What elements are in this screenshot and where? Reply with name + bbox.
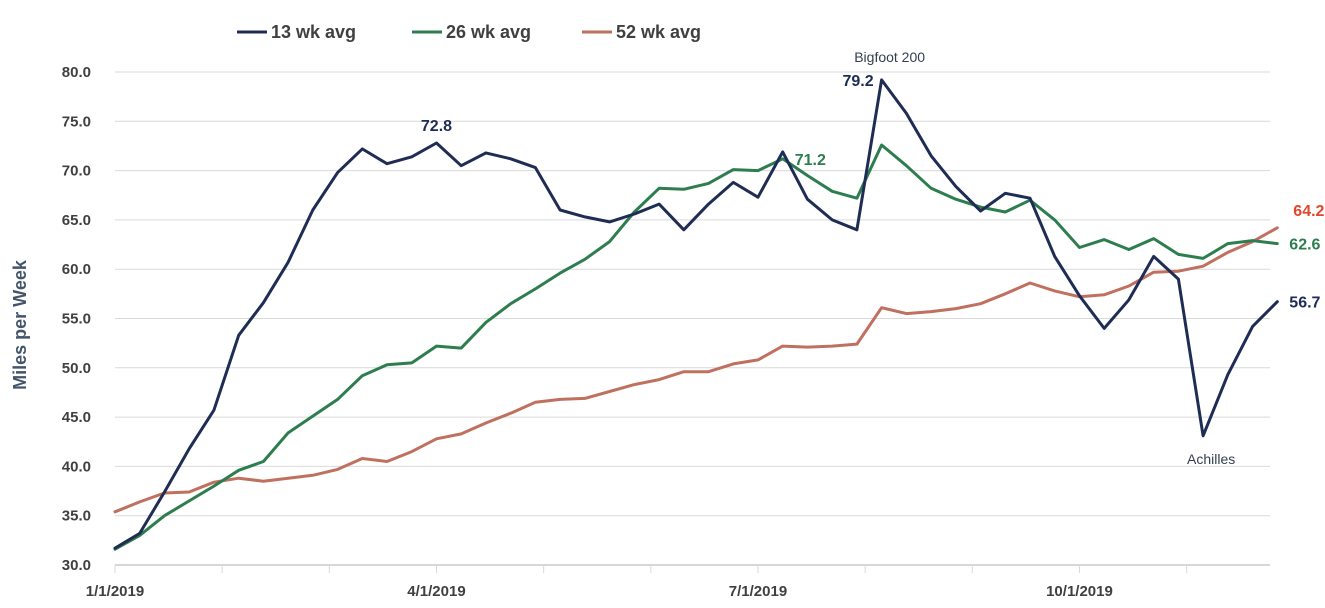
series-line-52-wk-avg (113, 226, 1279, 514)
annotation-label: Bigfoot 200 (854, 49, 925, 65)
annotation-label: Achilles (1187, 451, 1235, 467)
series-line-26-wk-avg (113, 143, 1279, 551)
data-label: 64.2 (1293, 203, 1324, 220)
series-layer (113, 78, 1279, 551)
data-label: 71.2 (795, 152, 826, 169)
legend-entry: 13 wk avg (271, 22, 356, 42)
grid-layer (115, 71, 1270, 517)
y-tick-label: 60.0 (62, 261, 91, 278)
data-label: 62.6 (1289, 237, 1320, 254)
label-layer: 72.8 79.2 71.2 64.2 62.6 56.7 Bigfoot 200 Achil… (421, 49, 1325, 467)
y-tick-label: 35.0 (62, 508, 91, 525)
y-tick-label: 80.0 (62, 64, 91, 81)
y-tick-label: 55.0 (62, 311, 91, 328)
y-tick-label: 40.0 (62, 458, 91, 475)
y-tick-label: 30.0 (62, 557, 91, 574)
data-label: 79.2 (842, 73, 873, 90)
data-label: 56.7 (1289, 295, 1320, 312)
y-tick-label: 75.0 (62, 113, 91, 130)
y-tick-label: 45.0 (62, 409, 91, 426)
x-tick-label: 7/1/2019 (729, 583, 787, 600)
x-tick-label: 4/1/2019 (407, 583, 465, 600)
y-tick-label: 70.0 (62, 163, 91, 180)
series-line-13-wk-avg (113, 78, 1279, 550)
x-tick-label: 1/1/2019 (86, 583, 144, 600)
data-label: 72.8 (421, 118, 452, 135)
legend-entry: 52 wk avg (616, 22, 701, 42)
y-axis-label: Miles per Week (10, 259, 30, 390)
legend-entry: 26 wk avg (446, 22, 531, 42)
y-tick-label: 65.0 (62, 212, 91, 229)
x-tick-label: 10/1/2019 (1046, 583, 1113, 600)
legend: 13 wk avg 26 wk avg 52 wk avg (237, 22, 701, 42)
axis-layer: 30.0 35.0 40.0 45.0 50.0 55.0 60.0 65.0 70.0 75.0… (62, 64, 1270, 600)
y-tick-label: 50.0 (62, 360, 91, 377)
